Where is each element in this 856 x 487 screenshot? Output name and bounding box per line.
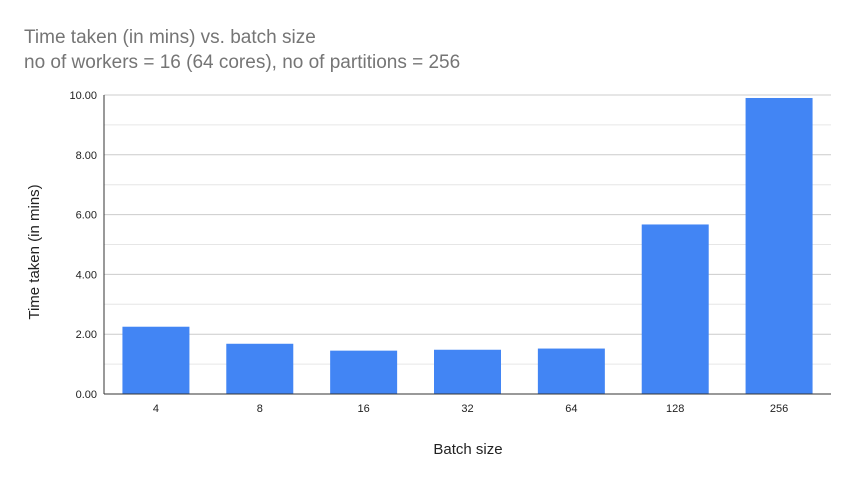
chart-subtitle: no of workers = 16 (64 cores), no of par… [24,52,460,73]
bar-4 [122,326,190,394]
chart-title: Time taken (in mins) vs. batch size [24,27,316,48]
y-tick-label: 10.00 [69,90,97,102]
bar-64 [537,348,605,394]
axes [103,95,831,395]
y-tick-label: 8.00 [76,150,97,162]
y-tick-label: 6.00 [76,210,97,222]
x-tick-label: 256 [770,403,788,415]
gridlines [104,94,831,365]
y-tick-label: 4.00 [76,269,97,281]
bar-256 [745,97,813,395]
bars [122,97,813,395]
bar-128 [641,224,709,394]
x-tick-label: 16 [358,403,370,415]
x-tick-label: 32 [461,403,473,415]
x-axis-title: Batch size [433,441,502,458]
x-tick-label: 8 [257,403,263,415]
y-axis-title: Time taken (in mins) [26,184,43,319]
bar-16 [330,350,398,394]
x-tick-label: 64 [565,403,577,415]
y-tick-label: 2.00 [76,329,97,341]
x-tick-label: 128 [666,403,684,415]
x-tick-labels: 4 8 16 32 64 128 256 [153,403,788,415]
x-tick-label: 4 [153,403,159,415]
bar-32 [434,349,501,394]
y-tick-label: 0.00 [76,389,97,401]
y-tick-labels: 0.00 2.00 4.00 6.00 8.00 10.00 [69,90,97,401]
bar-8 [226,343,294,394]
